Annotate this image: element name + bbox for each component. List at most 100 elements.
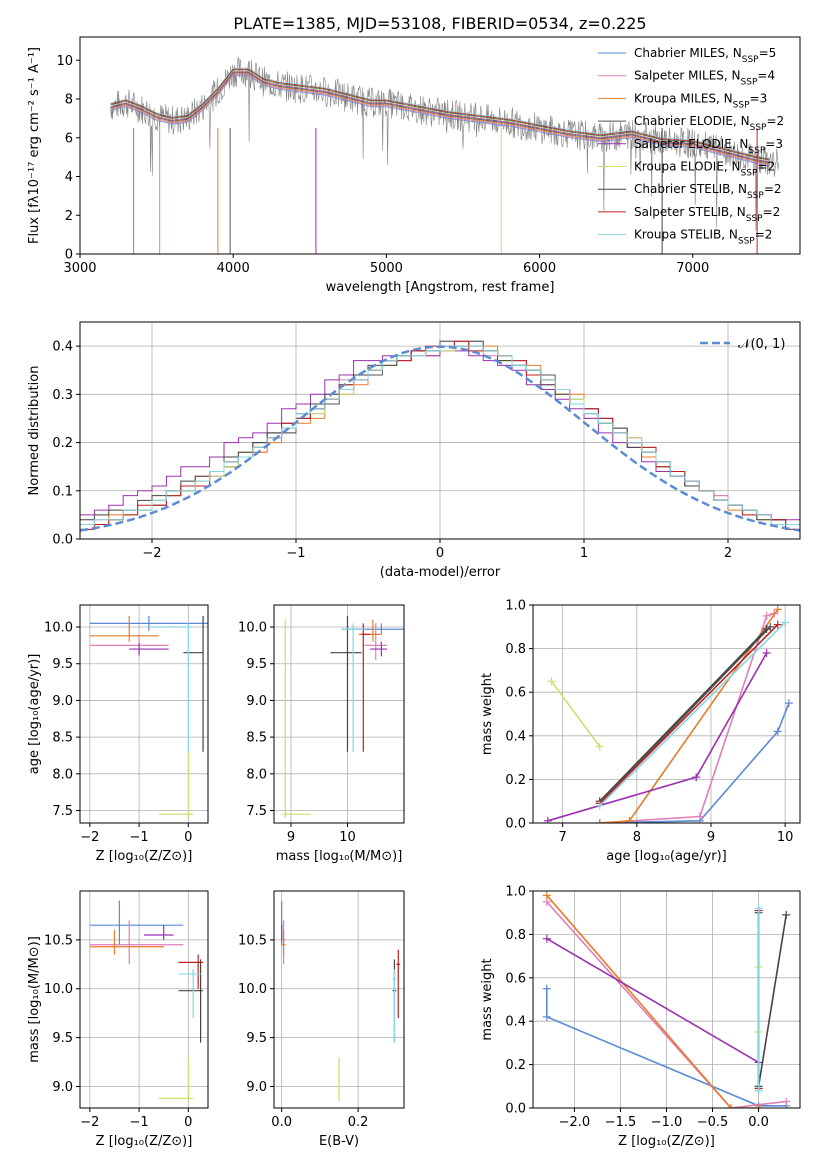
y-tick-label: 9.5 [246, 1031, 267, 1046]
panel-mass-vs-Z: −2 −1 0 9.0 9.5 10.0 10.5 Z [log₁₀(Z/Z⊙)] mass [… [27, 890, 209, 1149]
plot-area [282, 616, 404, 818]
x-tick-label: −0.5 [697, 1115, 729, 1130]
plot-area [80, 340, 800, 532]
x-axis-label: Z [log₁₀(Z/Z⊙)] [96, 849, 193, 864]
x-tick-label: 0.2 [348, 1115, 369, 1130]
model-spectrum [110, 67, 770, 159]
y-tick-label: 9.0 [52, 1080, 73, 1095]
x-tick-label: 0 [184, 1115, 192, 1130]
weight-line [599, 628, 768, 802]
x-tick-label: 10 [777, 830, 794, 845]
y-tick-label: 8.5 [52, 731, 73, 746]
x-tick-label: 0.0 [271, 1115, 292, 1130]
y-tick-label: 1.0 [505, 885, 526, 900]
y-tick-label: 1.0 [505, 599, 526, 614]
panel-mass-weight-vs-Z: −2.0 −1.5 −1.0 −0.5 0.0 0.0 0.2 0.4 0.6 0.8 1.0 Z [… [480, 885, 801, 1149]
y-tick-label: 0.4 [52, 340, 73, 355]
x-tick-label: 7 [559, 830, 567, 845]
axes-frame [79, 36, 801, 255]
weight-line [599, 608, 779, 823]
y-tick-label: 8.0 [52, 767, 73, 782]
plot-area [542, 891, 791, 1108]
axes-frame [273, 604, 405, 824]
y-axis-label: Normed distribution [27, 366, 42, 496]
weight-line [599, 621, 786, 807]
model-spectrum [110, 74, 770, 166]
y-tick-label: 0.8 [505, 642, 526, 657]
axes-frame [273, 890, 405, 1109]
panel-mass-vs-ebv: 0.0 0.2 9.0 9.5 10.0 10.5 E(B-V) [238, 890, 405, 1149]
legend-label: Salpeter MILES, NSSP=4 [634, 69, 775, 88]
plot-area [89, 616, 208, 818]
y-tick-label: 0.0 [52, 533, 73, 548]
plot-area [543, 605, 793, 823]
figure-title: PLATE=1385, MJD=53108, FIBERID=0534, z=0… [233, 14, 646, 33]
x-tick-label: 5000 [370, 261, 403, 276]
x-axis-label: Z [log₁₀(Z/Z⊙)] [618, 1134, 715, 1149]
y-tick-label: 10.5 [44, 933, 73, 948]
x-tick-label: −2 [80, 830, 99, 845]
x-tick-label: −1 [129, 830, 148, 845]
model-spectrum [110, 72, 770, 164]
y-tick-label: 10 [56, 54, 73, 69]
y-tick-label: 0.6 [505, 971, 526, 986]
x-tick-label: 10 [339, 830, 356, 845]
y-tick-label: 9.0 [246, 694, 267, 709]
x-tick-label: −1 [286, 546, 305, 561]
weight-line [599, 612, 775, 823]
model-spectrum [110, 70, 770, 162]
axes-frame [532, 604, 801, 824]
y-tick-label: 8.5 [246, 731, 267, 746]
legend-label: Salpeter ELODIE, NSSP=3 [634, 137, 783, 156]
legend-label: Kroupa STELIB, NSSP=2 [634, 228, 772, 247]
model-spectrum [110, 73, 770, 165]
weight-line [599, 624, 779, 804]
y-tick-label: 10.5 [238, 933, 267, 948]
panel-age-vs-mass: 9 10 7.5 8.0 8.5 9.0 9.5 10.0 mass [log₁₀(M/M⊙)] [238, 604, 405, 864]
y-tick-label: 0.1 [52, 484, 73, 499]
y-tick-label: 0.3 [52, 388, 73, 403]
y-tick-label: 9.0 [246, 1080, 267, 1095]
y-tick-label: 0.0 [505, 1102, 526, 1117]
y-tick-label: 0.2 [505, 773, 526, 788]
x-tick-label: −2.0 [559, 1115, 591, 1130]
y-tick-label: 8 [65, 93, 73, 108]
x-tick-label: −1 [129, 1115, 148, 1130]
y-tick-label: 8.0 [246, 767, 267, 782]
y-tick-label: 0 [65, 248, 73, 263]
y-tick-label: 7.5 [52, 804, 73, 819]
x-tick-label: 1 [580, 546, 588, 561]
weight-line [546, 894, 759, 1108]
weight-line [550, 680, 601, 748]
model-spectrum [110, 75, 770, 167]
panel-residual-histogram: −2 −1 0 1 2 0.0 0.1 0.2 0.3 0.4 (data-model)/error… [27, 321, 801, 580]
weight-line [547, 652, 768, 822]
x-tick-label: 2 [724, 546, 732, 561]
y-tick-label: 6 [65, 131, 73, 146]
x-tick-label: 0.0 [748, 1115, 769, 1130]
y-tick-label: 0.4 [505, 1015, 526, 1030]
weight-line [546, 938, 760, 1064]
y-tick-label: 10.0 [238, 621, 267, 636]
y-tick-label: 10.0 [44, 982, 73, 997]
y-tick-label: 9.5 [246, 657, 267, 672]
x-tick-label: −1.0 [651, 1115, 683, 1130]
y-tick-label: 0.0 [505, 817, 526, 832]
y-axis-label: mass [log₁₀(M/M⊙)] [27, 936, 42, 1063]
y-tick-label: 7.5 [246, 804, 267, 819]
y-tick-label: 9.5 [52, 657, 73, 672]
weight-line [546, 901, 787, 1108]
x-tick-label: 0 [184, 830, 192, 845]
legend-label: Chabrier ELODIE, NSSP=2 [634, 114, 784, 133]
y-tick-label: 0.2 [52, 436, 73, 451]
x-tick-label: 7000 [676, 261, 709, 276]
y-axis-label: mass weight [480, 958, 495, 1040]
y-tick-label: 0.4 [505, 729, 526, 744]
x-tick-label: 3000 [63, 261, 96, 276]
legend-label: Salpeter STELIB, NSSP=2 [634, 205, 780, 224]
model-spectrum [110, 68, 770, 160]
y-tick-label: 0.8 [505, 928, 526, 943]
weight-line [599, 702, 790, 823]
observed-spectrum [110, 56, 779, 231]
